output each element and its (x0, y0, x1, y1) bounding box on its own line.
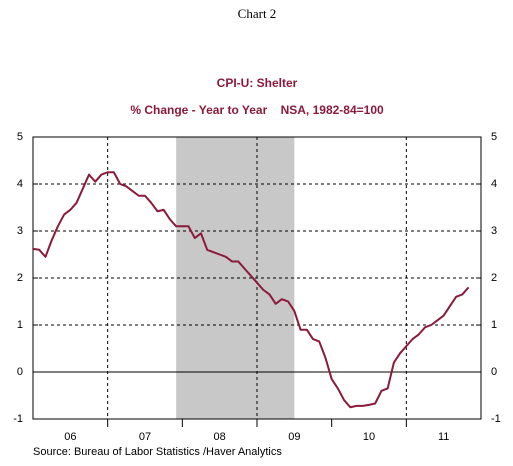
y-tick-label: 1 (17, 319, 23, 331)
y2-tick-label: 3 (491, 225, 497, 237)
plot-frame (32, 136, 482, 420)
y-tick-label: 5 (17, 131, 23, 143)
shaded-region (176, 137, 295, 419)
y-tick-label: 0 (17, 366, 23, 378)
y2-tick-label: 0 (491, 366, 497, 378)
y-tick-label: 3 (17, 225, 23, 237)
y2-tick-label: 5 (491, 131, 497, 143)
y-tick-label: 2 (17, 272, 23, 284)
y2-tick-label: 1 (491, 319, 497, 331)
x-tick-label: 09 (288, 431, 300, 443)
x-tick-label: 08 (214, 431, 226, 443)
y-tick-label: -1 (13, 413, 23, 425)
y2-tick-label: 4 (491, 178, 497, 190)
y-tick-label: 4 (17, 178, 23, 190)
chart-header: Chart 2 (238, 6, 277, 21)
x-tick-label: 10 (363, 431, 375, 443)
chart-subtitle: % Change - Year to Year NSA, 1982-84=100 (130, 103, 384, 117)
source-note: Source: Bureau of Labor Statistics /Have… (33, 446, 282, 458)
y2-tick-label: 2 (491, 272, 497, 284)
data-line (32, 171, 470, 409)
y2-tick-label: -1 (491, 413, 501, 425)
x-tick-label: 07 (139, 431, 151, 443)
chart-title: CPI-U: Shelter (217, 76, 298, 90)
x-tick-label: 06 (64, 431, 76, 443)
x-tick-label: 11 (438, 431, 449, 443)
